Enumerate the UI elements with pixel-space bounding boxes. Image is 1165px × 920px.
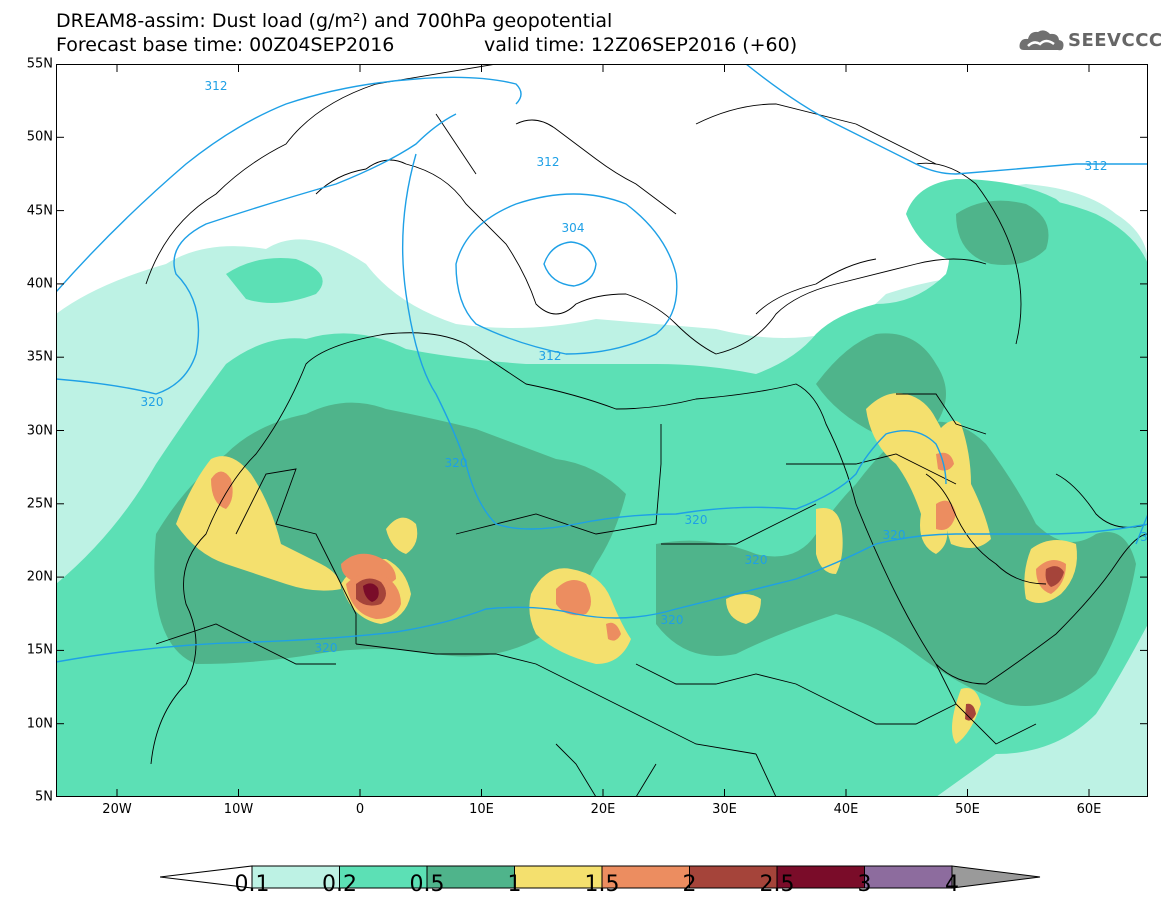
contour-labels: 312 312 312 304 312 320 320 320 320 320 … bbox=[141, 79, 1148, 655]
lon-label: 0 bbox=[355, 802, 365, 817]
legend-label: 0.5 bbox=[409, 872, 445, 897]
contour-label: 3 bbox=[1140, 530, 1148, 544]
contour-label: 320 bbox=[141, 395, 164, 409]
legend-label: 0.2 bbox=[322, 872, 357, 897]
lat-label: 40N bbox=[26, 276, 53, 292]
lat-label: 35N bbox=[26, 349, 53, 365]
logo-text: SEEVCCC bbox=[1068, 30, 1163, 51]
geopotential-contours bbox=[56, 64, 1148, 663]
contour-label: 312 bbox=[537, 155, 560, 169]
lon-label: 50E bbox=[955, 802, 980, 817]
map-title: DREAM8-assim: Dust load (g/m²) and 700hP… bbox=[56, 10, 613, 32]
contour-label: 320 bbox=[661, 613, 684, 627]
forecast-times: Forecast base time: 00Z04SEP2016 valid ti… bbox=[56, 34, 797, 56]
legend-arrow-right bbox=[951, 865, 1041, 889]
contour-label: 320 bbox=[745, 553, 768, 567]
valid-time: valid time: 12Z06SEP2016 (+60) bbox=[484, 34, 798, 56]
contour-label: 320 bbox=[883, 528, 906, 542]
lat-label: 55N bbox=[26, 56, 53, 72]
legend-label: 2.5 bbox=[759, 872, 795, 897]
coastlines bbox=[145, 64, 1148, 797]
map-frame bbox=[56, 64, 1148, 797]
contour-label: 312 bbox=[205, 79, 228, 93]
legend-label: 0.1 bbox=[234, 872, 270, 897]
contour-label: 320 bbox=[445, 456, 468, 470]
legend-label: 1 bbox=[507, 872, 522, 897]
lat-label: 25N bbox=[26, 496, 53, 512]
contour-label: 312 bbox=[1085, 159, 1108, 173]
lat-label: 15N bbox=[26, 642, 53, 658]
map-ticks bbox=[56, 64, 1148, 797]
lat-label: 45N bbox=[26, 203, 53, 219]
lat-label: 50N bbox=[26, 129, 53, 145]
dust-load-map: 312 312 312 304 312 320 320 320 320 320 … bbox=[56, 64, 1148, 797]
contour-label: 312 bbox=[539, 349, 562, 363]
legend-label: 1.5 bbox=[584, 872, 620, 897]
lat-label: 30N bbox=[26, 423, 53, 438]
legend-label: 2 bbox=[682, 872, 697, 897]
lon-label: 20W bbox=[102, 802, 132, 817]
contour-label: 320 bbox=[315, 641, 338, 655]
lat-label: 5N bbox=[35, 789, 53, 805]
legend-label: 3 bbox=[857, 872, 872, 897]
lat-label: 20N bbox=[26, 569, 53, 585]
legend-label: 4 bbox=[945, 872, 959, 897]
dust-field-2.5 bbox=[363, 583, 379, 602]
lon-label: 10W bbox=[223, 802, 254, 817]
lat-label: 10N bbox=[26, 716, 53, 732]
lon-label: 60E bbox=[1076, 802, 1102, 817]
seevccc-logo: SEEVCCC bbox=[1018, 26, 1162, 56]
lon-label: 20E bbox=[590, 802, 616, 817]
cloud-icon bbox=[1019, 30, 1064, 51]
lon-label: 40E bbox=[833, 802, 859, 817]
legend-swatch bbox=[864, 865, 953, 889]
lon-label: 30E bbox=[712, 802, 737, 817]
lon-label: 10E bbox=[469, 802, 494, 817]
color-legend bbox=[160, 865, 1041, 889]
contour-label: 304 bbox=[562, 221, 585, 235]
base-time: Forecast base time: 00Z04SEP2016 bbox=[56, 34, 395, 56]
contour-label: 320 bbox=[685, 513, 708, 527]
